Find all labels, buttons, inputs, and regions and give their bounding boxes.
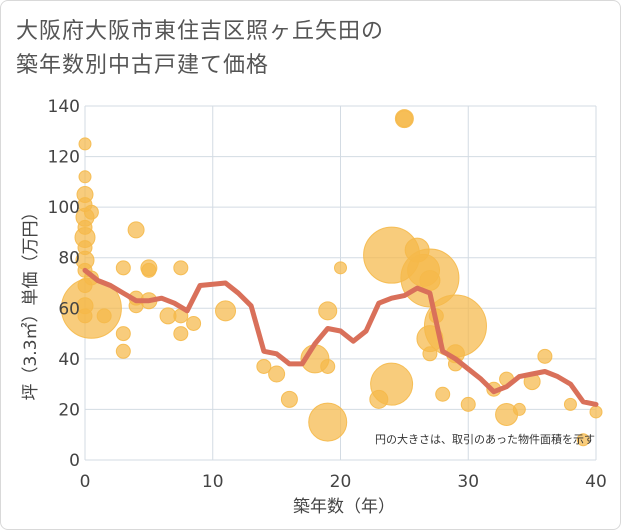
bubble-point xyxy=(422,346,438,362)
bubble-point xyxy=(576,433,590,447)
bubble-point xyxy=(83,204,99,220)
y-tick-label: 120 xyxy=(48,148,80,168)
bubble-point xyxy=(537,348,553,364)
x-axis-title: 築年数（年） xyxy=(293,497,395,517)
x-tick-label: 0 xyxy=(80,472,91,492)
bubble-point xyxy=(96,308,112,324)
bubble-point xyxy=(370,362,414,406)
y-tick-label: 80 xyxy=(58,249,80,269)
bubble-point xyxy=(334,261,347,275)
bubble-point xyxy=(115,260,131,276)
bubble-point xyxy=(419,269,441,291)
x-tick-label: 40 xyxy=(585,472,607,492)
bubble-point xyxy=(394,109,414,129)
bubble-point xyxy=(320,358,336,374)
bubble-point xyxy=(173,260,189,276)
y-tick-label: 140 xyxy=(48,97,80,117)
y-tick-label: 20 xyxy=(58,400,80,420)
y-tick-label: 40 xyxy=(58,350,80,370)
bubble-point xyxy=(173,326,189,342)
bubble-point xyxy=(115,343,131,359)
bubble-point xyxy=(280,390,298,408)
y-tick-label: 100 xyxy=(48,198,80,218)
chart-title-line-2: 築年数別中古戸建て価格 xyxy=(16,53,270,78)
bubble-point xyxy=(256,358,272,374)
trend-line xyxy=(82,267,599,407)
bubble-point xyxy=(318,301,338,321)
bubble-point xyxy=(460,396,476,412)
bubble-point xyxy=(563,397,577,411)
bubble-point xyxy=(215,300,237,322)
bubble-point xyxy=(115,326,131,342)
x-axis-ticks: 0 10 20 30 40 xyxy=(80,472,607,492)
bubble-point xyxy=(141,262,157,278)
y-axis-title: 坪（3.3㎡）単価（万円） xyxy=(21,203,41,400)
bubble-point xyxy=(78,170,92,184)
bubble-point xyxy=(435,386,451,402)
y-tick-label: 60 xyxy=(58,299,80,319)
chart-title: 大阪府大阪市東住吉区照ヶ丘矢田の 築年数別中古戸建て価格 xyxy=(16,15,384,83)
bubble-size-note: 円の大きさは、取引のあった物件面積を示す xyxy=(375,432,595,446)
bubble-point xyxy=(308,402,348,442)
x-tick-label: 10 xyxy=(202,472,224,492)
bubble-point xyxy=(78,137,92,151)
y-tick-label: 0 xyxy=(69,451,80,471)
chart-title-line-1: 大阪府大阪市東住吉区照ヶ丘矢田の xyxy=(16,19,385,44)
bubble-point xyxy=(268,365,286,383)
y-axis-ticks: 0 20 40 60 80 100 120 140 xyxy=(48,97,80,471)
bubble-point xyxy=(512,402,526,416)
bubble-point xyxy=(589,405,603,419)
bubble-point xyxy=(127,221,145,239)
bubble-point xyxy=(186,315,202,331)
x-tick-label: 20 xyxy=(330,472,352,492)
x-tick-label: 30 xyxy=(457,472,479,492)
